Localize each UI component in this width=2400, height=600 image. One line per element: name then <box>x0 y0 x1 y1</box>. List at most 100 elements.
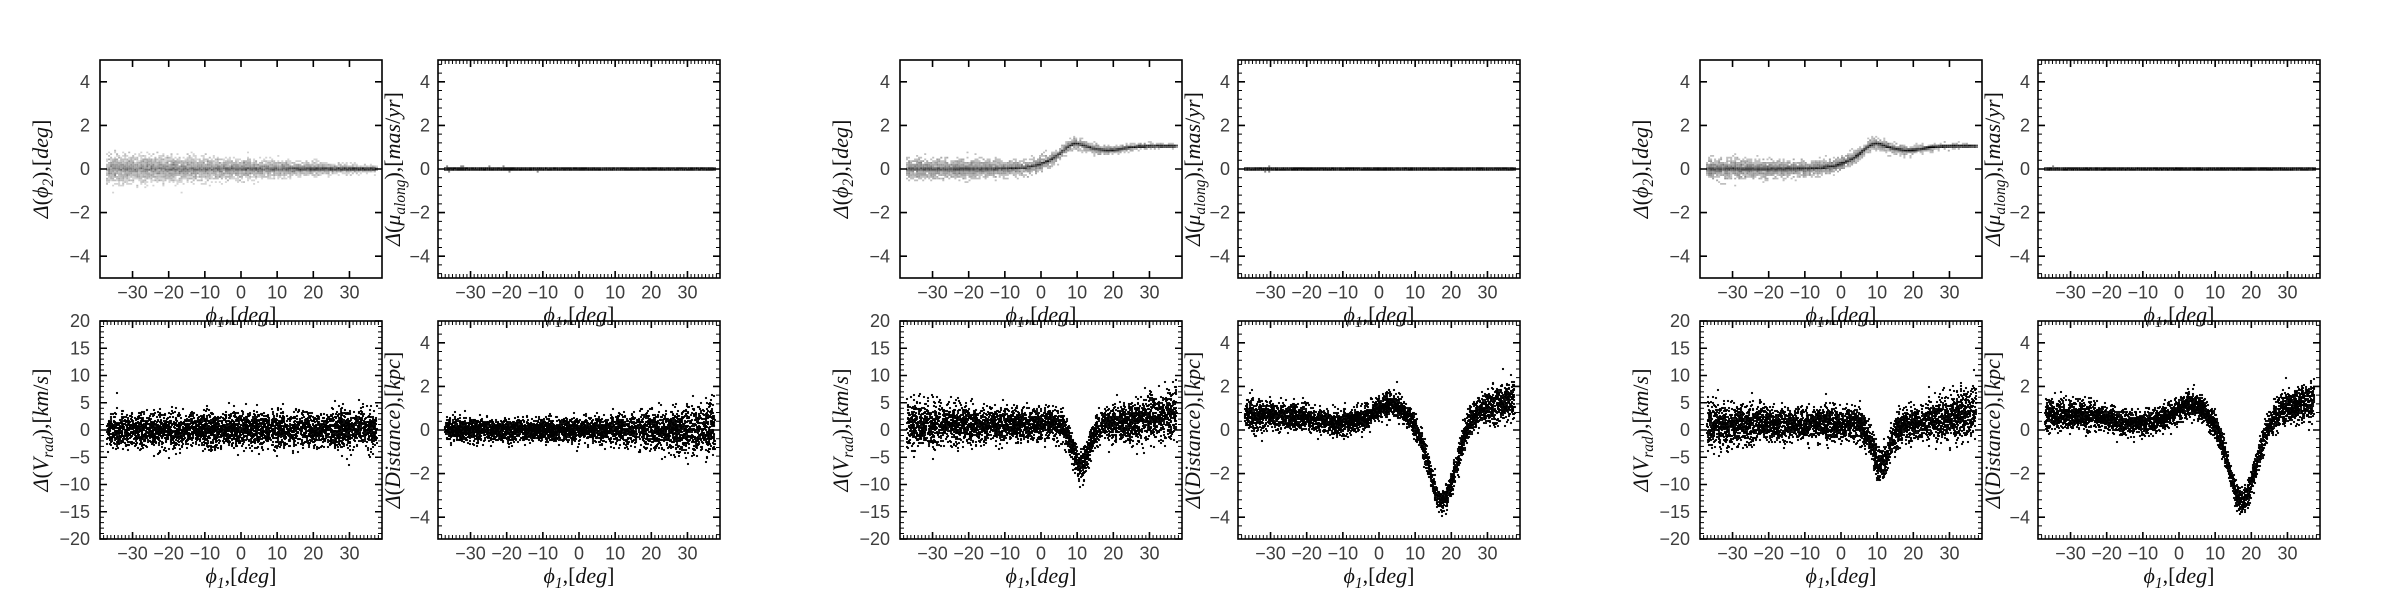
svg-text:−4: −4 <box>869 246 890 266</box>
svg-text:−30: −30 <box>117 544 148 564</box>
svg-text:−10: −10 <box>190 283 221 303</box>
svg-text:0: 0 <box>1036 283 1046 303</box>
svg-text:2: 2 <box>2020 116 2030 136</box>
svg-text:ϕ1,[deg]: ϕ1,[deg] <box>1005 563 1076 592</box>
svg-text:0: 0 <box>1220 420 1230 440</box>
svg-text:Δ(ϕ2),[deg]: Δ(ϕ2),[deg] <box>828 120 857 220</box>
svg-text:−4: −4 <box>409 246 430 266</box>
svg-text:30: 30 <box>1139 544 1159 564</box>
svg-text:30: 30 <box>1477 544 1497 564</box>
svg-text:Δ(ϕ2),[deg]: Δ(ϕ2),[deg] <box>28 120 57 220</box>
svg-text:0: 0 <box>236 283 246 303</box>
svg-text:−10: −10 <box>859 475 890 495</box>
svg-text:−20: −20 <box>153 544 184 564</box>
svg-text:−15: −15 <box>1659 502 1690 522</box>
svg-text:20: 20 <box>870 311 890 331</box>
svg-text:10: 10 <box>267 544 287 564</box>
svg-text:2: 2 <box>1220 116 1230 136</box>
svg-text:0: 0 <box>1036 544 1046 564</box>
svg-text:−20: −20 <box>953 283 984 303</box>
svg-text:−30: −30 <box>1717 283 1748 303</box>
svg-text:−20: −20 <box>491 283 522 303</box>
svg-text:0: 0 <box>1680 159 1690 179</box>
svg-text:0: 0 <box>574 544 584 564</box>
svg-text:Δ(Vrad),[km/s]: Δ(Vrad),[km/s] <box>828 369 857 493</box>
svg-text:30: 30 <box>1939 544 1959 564</box>
svg-text:−10: −10 <box>1790 283 1821 303</box>
svg-text:20: 20 <box>641 283 661 303</box>
svg-text:−2: −2 <box>1209 203 1230 223</box>
svg-text:0: 0 <box>80 159 90 179</box>
svg-text:30: 30 <box>677 283 697 303</box>
svg-text:2: 2 <box>2020 377 2030 397</box>
svg-text:Δ(Distance),[kpc]: Δ(Distance),[kpc] <box>1980 352 2005 509</box>
svg-text:Δ(Distance),[kpc]: Δ(Distance),[kpc] <box>1180 352 1205 509</box>
svg-text:Δ(Vrad),[km/s]: Δ(Vrad),[km/s] <box>28 369 57 493</box>
svg-text:5: 5 <box>80 393 90 413</box>
svg-text:0: 0 <box>1220 159 1230 179</box>
svg-text:−20: −20 <box>59 529 90 549</box>
svg-text:0: 0 <box>2020 159 2030 179</box>
svg-text:−2: −2 <box>2009 464 2030 484</box>
svg-text:−5: −5 <box>869 447 890 467</box>
svg-text:10: 10 <box>267 283 287 303</box>
svg-text:10: 10 <box>1067 283 1087 303</box>
svg-text:20: 20 <box>1670 311 1690 331</box>
svg-text:−2: −2 <box>409 464 430 484</box>
svg-text:15: 15 <box>870 338 890 358</box>
svg-text:Δ(μalong),[mas/yr]: Δ(μalong),[mas/yr] <box>1980 92 2009 247</box>
svg-text:−20: −20 <box>859 529 890 549</box>
svg-text:4: 4 <box>1220 72 1230 92</box>
svg-text:2: 2 <box>420 116 430 136</box>
svg-text:−10: −10 <box>1328 283 1359 303</box>
svg-text:2: 2 <box>420 377 430 397</box>
svg-text:10: 10 <box>1867 544 1887 564</box>
svg-text:−30: −30 <box>1255 283 1286 303</box>
svg-text:10: 10 <box>2205 283 2225 303</box>
svg-text:0: 0 <box>2174 283 2184 303</box>
svg-text:0: 0 <box>2174 544 2184 564</box>
svg-text:30: 30 <box>677 544 697 564</box>
svg-text:4: 4 <box>2020 333 2030 353</box>
svg-text:0: 0 <box>1680 420 1690 440</box>
svg-text:−10: −10 <box>190 544 221 564</box>
svg-text:20: 20 <box>2241 283 2261 303</box>
svg-text:10: 10 <box>870 366 890 386</box>
svg-text:4: 4 <box>1220 333 1230 353</box>
svg-text:30: 30 <box>1477 283 1497 303</box>
svg-text:−10: −10 <box>1659 475 1690 495</box>
svg-text:−30: −30 <box>2055 544 2086 564</box>
svg-text:10: 10 <box>1405 544 1425 564</box>
svg-text:ϕ1,[deg]: ϕ1,[deg] <box>543 563 614 592</box>
svg-text:4: 4 <box>420 333 430 353</box>
svg-text:−20: −20 <box>153 283 184 303</box>
svg-text:10: 10 <box>1405 283 1425 303</box>
svg-text:20: 20 <box>1103 544 1123 564</box>
svg-text:2: 2 <box>1220 377 1230 397</box>
svg-text:Δ(μalong),[mas/yr]: Δ(μalong),[mas/yr] <box>1180 92 1209 247</box>
svg-text:20: 20 <box>1903 283 1923 303</box>
svg-text:10: 10 <box>1670 366 1690 386</box>
svg-text:−30: −30 <box>1255 544 1286 564</box>
svg-text:−2: −2 <box>1209 464 1230 484</box>
svg-text:−30: −30 <box>1717 544 1748 564</box>
svg-text:−30: −30 <box>917 544 948 564</box>
svg-text:−20: −20 <box>1753 283 1784 303</box>
svg-text:5: 5 <box>1680 393 1690 413</box>
svg-text:15: 15 <box>70 338 90 358</box>
svg-text:−20: −20 <box>953 544 984 564</box>
svg-text:0: 0 <box>420 159 430 179</box>
svg-text:−30: −30 <box>917 283 948 303</box>
svg-text:−20: −20 <box>491 544 522 564</box>
svg-text:4: 4 <box>1680 72 1690 92</box>
svg-text:10: 10 <box>1867 283 1887 303</box>
svg-text:−10: −10 <box>528 283 559 303</box>
svg-text:ϕ1,[deg]: ϕ1,[deg] <box>1805 563 1876 592</box>
svg-text:Δ(ϕ2),[deg]: Δ(ϕ2),[deg] <box>1628 120 1657 220</box>
svg-text:20: 20 <box>2241 544 2261 564</box>
svg-text:20: 20 <box>303 283 323 303</box>
svg-text:ϕ1,[deg]: ϕ1,[deg] <box>1343 563 1414 592</box>
svg-text:−10: −10 <box>1790 544 1821 564</box>
svg-text:4: 4 <box>2020 72 2030 92</box>
svg-text:−30: −30 <box>455 544 486 564</box>
